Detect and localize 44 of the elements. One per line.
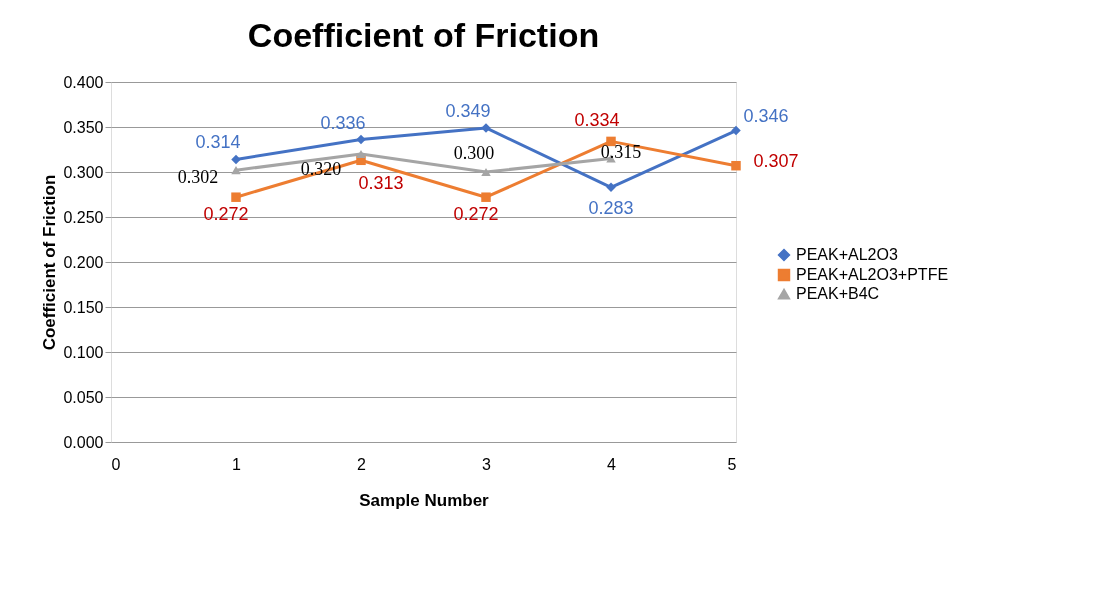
data-label: 0.300: [453, 143, 495, 163]
y-axis-title: Coefficient of Friction: [40, 174, 60, 351]
legend-label: PEAK+B4C: [796, 285, 880, 302]
data-label: 0.314: [195, 132, 241, 153]
y-tick-label: 0.400: [63, 73, 104, 91]
data-label: 0.307: [753, 150, 799, 171]
x-tick-label: 3: [482, 455, 492, 473]
y-tick-label: 0.050: [63, 388, 104, 406]
y-tick-label: 0.100: [63, 343, 104, 361]
data-label: 0.346: [743, 105, 789, 126]
point: [231, 154, 241, 165]
point: [731, 160, 741, 171]
y-tick-label: 0.350: [63, 118, 104, 136]
legend-label: PEAK+AL2O3+PTFE: [796, 266, 949, 283]
legend-label: PEAK+AL2O3: [796, 246, 898, 263]
point: [356, 149, 366, 159]
point: [481, 167, 491, 177]
x-tick-label: 1: [232, 455, 242, 473]
point: [481, 192, 491, 202]
y-tick-label: 0.000: [63, 433, 104, 451]
data-label: 0.283: [588, 198, 634, 219]
point: [356, 134, 366, 145]
x-tick-label: 4: [607, 455, 617, 473]
y-tick-label: 0.200: [63, 253, 104, 271]
point: [231, 166, 241, 175]
point: [606, 182, 616, 193]
x-tick-label: 5: [727, 455, 737, 473]
data-label: 0.272: [453, 204, 499, 225]
data-label: 0.302: [177, 167, 219, 188]
data-label: 0.272: [203, 204, 249, 225]
y-tick-label: 0.300: [63, 163, 104, 181]
y-tick-label: 0.150: [63, 298, 104, 316]
x-tick-label: 2: [357, 455, 367, 473]
data-label: 0.315: [600, 141, 642, 162]
point: [231, 192, 241, 202]
chart-title: Coefficient of Friction: [247, 16, 600, 54]
x-tick-label: 0: [111, 455, 121, 473]
data-label: 0.336: [320, 112, 366, 133]
point: [731, 125, 741, 136]
y-tick-label: 0.250: [63, 208, 104, 226]
data-label: 0.313: [358, 173, 404, 194]
x-axis-title: Sample Number: [359, 490, 490, 510]
data-label: 0.349: [445, 100, 491, 121]
data-label: 0.334: [574, 110, 620, 131]
